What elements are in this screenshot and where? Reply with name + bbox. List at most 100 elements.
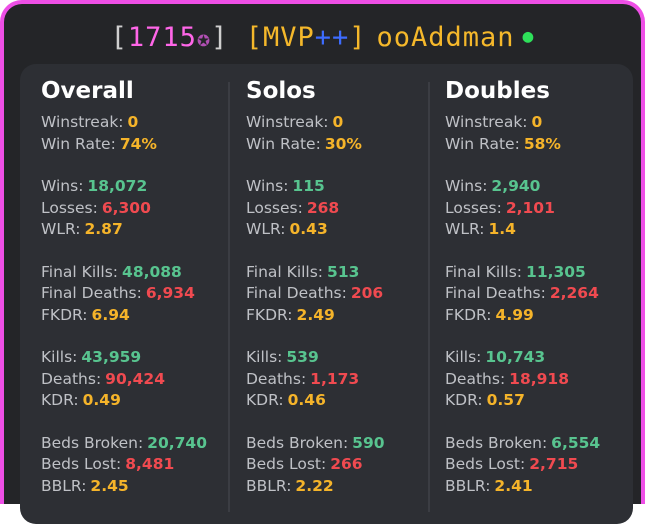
stat-row-beds-lost: Beds Lost: 266 — [246, 454, 385, 476]
stat-value-winrate: 58% — [523, 134, 561, 153]
stat-label-wins: Wins: — [41, 177, 84, 195]
stat-label-final-deaths: Final Deaths: — [246, 284, 347, 302]
online-status-icon: ● — [522, 26, 535, 47]
stat-row-winstreak: Winstreak: 0 — [445, 112, 600, 134]
stat-row-deaths: Deaths: 90,424 — [41, 369, 207, 391]
stat-row-bblr: BBLR: 2.41 — [445, 476, 600, 498]
stat-label-bblr: BBLR: — [445, 476, 491, 495]
player-level: 1715 — [127, 22, 197, 53]
stat-row-kdr: KDR: 0.46 — [246, 390, 385, 412]
stat-value-beds-broken: 590 — [352, 433, 385, 452]
stat-label-losses: Losses: — [41, 198, 98, 217]
stat-value-losses: 6,300 — [101, 198, 151, 217]
spacer — [41, 412, 207, 433]
stat-value-wlr: 1.4 — [488, 220, 516, 238]
stat-row-bblr: BBLR: 2.45 — [41, 476, 207, 498]
stat-label-winstreak: Winstreak: — [445, 113, 528, 131]
stat-label-beds-lost: Beds Lost: — [445, 455, 526, 473]
spacer — [445, 155, 600, 176]
stat-label-fkdr: FKDR: — [445, 305, 492, 324]
stat-row-final-kills: Final Kills: 11,305 — [445, 262, 600, 284]
column-title: Solos — [246, 78, 316, 104]
stat-label-final-kills: Final Kills: — [41, 262, 119, 281]
stat-value-bblr: 2.45 — [90, 476, 129, 495]
stat-value-final-deaths: 206 — [350, 284, 384, 302]
stat-label-final-kills: Final Kills: — [246, 262, 324, 281]
stat-row-winrate: Win Rate: 30% — [246, 134, 385, 156]
rank-plus: ++ — [314, 22, 350, 53]
stat-value-beds-broken: 6,554 — [551, 433, 601, 452]
stat-value-deaths: 90,424 — [105, 369, 165, 388]
stat-label-beds-broken: Beds Broken: — [246, 433, 349, 452]
stat-label-deaths: Deaths: — [445, 369, 506, 388]
stat-label-winrate: Win Rate: — [246, 134, 321, 153]
stat-row-wins: Wins: 115 — [246, 176, 385, 198]
stat-row-losses: Losses: 268 — [246, 198, 385, 220]
stat-row-winrate: Win Rate: 74% — [41, 134, 207, 156]
stat-value-winstreak: 0 — [531, 113, 543, 131]
level-bracket-close: ] — [211, 22, 229, 53]
stat-value-deaths: 1,173 — [310, 369, 360, 388]
stat-label-kdr: KDR: — [41, 391, 79, 409]
stat-label-final-deaths: Final Deaths: — [445, 284, 546, 302]
stat-row-kdr: KDR: 0.57 — [445, 390, 600, 412]
stat-value-final-deaths: 2,264 — [549, 284, 599, 302]
stat-row-wlr: WLR: 1.4 — [445, 219, 600, 241]
stat-row-beds-lost: Beds Lost: 8,481 — [41, 454, 207, 476]
stat-value-wlr: 2.87 — [84, 220, 123, 238]
stat-row-deaths: Deaths: 18,918 — [445, 369, 600, 391]
stat-value-final-kills: 11,305 — [526, 262, 586, 281]
stat-label-deaths: Deaths: — [41, 369, 102, 388]
stat-value-bblr: 2.22 — [295, 476, 334, 495]
stat-label-kills: Kills: — [41, 348, 78, 366]
stat-value-wins: 18,072 — [87, 177, 148, 195]
stat-value-kdr: 0.57 — [486, 391, 525, 409]
stat-row-fkdr: FKDR: 2.49 — [246, 305, 385, 327]
stats-column-overall: Overall Winstreak: 0 Win Rate: 74% Wins: 18,07… — [41, 78, 207, 497]
stat-value-beds-lost: 266 — [330, 455, 363, 473]
player-name: ooAddman — [376, 22, 515, 53]
stat-value-beds-broken: 20,740 — [147, 433, 207, 452]
stat-row-beds-broken: Beds Broken: 590 — [246, 433, 385, 455]
stat-value-kills: 10,743 — [485, 348, 546, 366]
stat-row-kdr: KDR: 0.49 — [41, 390, 207, 412]
spacer — [246, 412, 385, 433]
stat-label-wlr: WLR: — [445, 220, 485, 238]
stat-row-final-deaths: Final Deaths: 6,934 — [41, 283, 207, 305]
stat-label-winrate: Win Rate: — [41, 134, 116, 153]
stat-label-kdr: KDR: — [246, 391, 284, 409]
spacer — [41, 326, 207, 347]
stat-row-winstreak: Winstreak: 0 — [41, 112, 207, 134]
prestige-star-icon: ✪ — [196, 27, 212, 52]
stat-label-winstreak: Winstreak: — [246, 113, 329, 131]
stat-label-beds-broken: Beds Broken: — [41, 433, 144, 452]
stat-value-fkdr: 6.94 — [91, 305, 130, 324]
stat-row-beds-lost: Beds Lost: 2,715 — [445, 454, 600, 476]
stat-row-fkdr: FKDR: 6.94 — [41, 305, 207, 327]
stat-value-bblr: 2.41 — [494, 476, 533, 495]
stats-panel: Overall Winstreak: 0 Win Rate: 74% Wins: 18,07… — [20, 64, 633, 524]
stat-label-final-deaths: Final Deaths: — [41, 284, 142, 302]
stat-label-kdr: KDR: — [445, 391, 483, 409]
column-title: Overall — [41, 78, 134, 104]
stat-row-kills: Kills: 43,959 — [41, 347, 207, 369]
stat-label-wins: Wins: — [246, 177, 289, 195]
stat-row-beds-broken: Beds Broken: 6,554 — [445, 433, 600, 455]
stat-value-final-kills: 513 — [327, 262, 360, 281]
player-header: [1715✪] [MVP++] ooAddman ● — [4, 22, 641, 53]
spacer — [41, 241, 207, 262]
stat-label-fkdr: FKDR: — [246, 305, 293, 324]
stat-row-beds-broken: Beds Broken: 20,740 — [41, 433, 207, 455]
spacer — [445, 326, 600, 347]
stat-row-kills: Kills: 10,743 — [445, 347, 600, 369]
stat-value-losses: 268 — [306, 198, 340, 217]
spacer — [246, 155, 385, 176]
column-divider — [228, 82, 230, 512]
stat-row-winrate: Win Rate: 58% — [445, 134, 600, 156]
stat-label-kills: Kills: — [445, 348, 482, 366]
stat-row-winstreak: Winstreak: 0 — [246, 112, 385, 134]
stat-row-final-kills: Final Kills: 513 — [246, 262, 385, 284]
stat-label-beds-lost: Beds Lost: — [246, 455, 327, 473]
stat-value-fkdr: 2.49 — [296, 305, 335, 324]
